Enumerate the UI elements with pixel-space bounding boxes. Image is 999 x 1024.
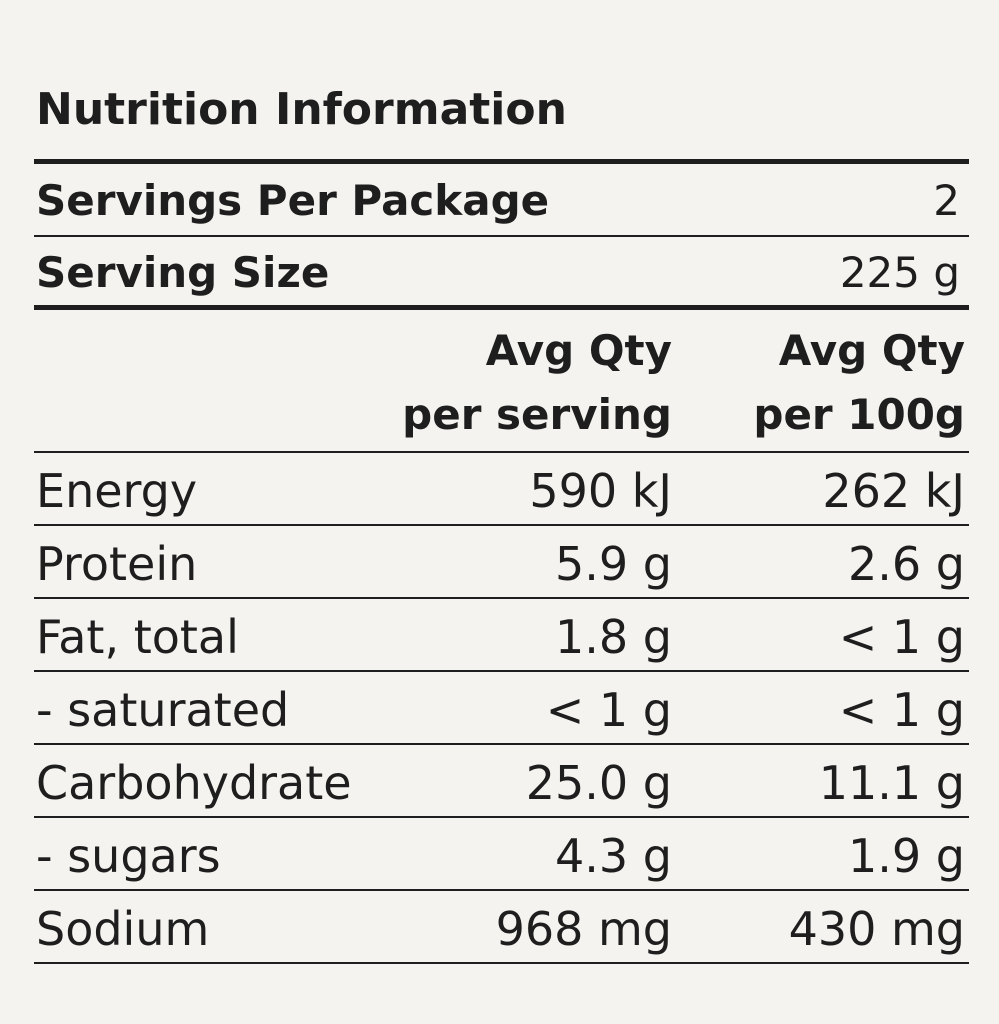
- rule: [34, 451, 969, 453]
- per-100g: 1.9 g: [848, 829, 965, 883]
- summary-value: 225 g: [839, 248, 960, 297]
- nutrient-name: Carbohydrate: [36, 756, 352, 810]
- title: Nutrition Information: [36, 84, 567, 135]
- summary-value: 2: [933, 176, 960, 225]
- column-header: per 100g: [753, 390, 965, 439]
- rule: [34, 962, 969, 964]
- rule: [34, 524, 969, 526]
- rule: [34, 159, 969, 164]
- rule: [34, 305, 969, 310]
- summary-label: Servings Per Package: [36, 176, 550, 225]
- nutrient-name: - sugars: [36, 829, 221, 883]
- per-serving: 1.8 g: [555, 610, 672, 664]
- per-100g: 262 kJ: [822, 464, 965, 518]
- nutrient-name: Fat, total: [36, 610, 239, 664]
- per-serving: 5.9 g: [555, 537, 672, 591]
- column-header: Avg Qty: [778, 326, 965, 375]
- per-100g: 2.6 g: [848, 537, 965, 591]
- per-100g: < 1 g: [838, 683, 965, 737]
- rule: [34, 235, 969, 237]
- rule: [34, 597, 969, 599]
- summary-label: Serving Size: [36, 248, 330, 297]
- per-100g: 11.1 g: [818, 756, 965, 810]
- per-100g: 430 mg: [788, 902, 965, 956]
- per-serving: < 1 g: [545, 683, 672, 737]
- per-serving: 25.0 g: [525, 756, 672, 810]
- rule: [34, 743, 969, 745]
- per-100g: < 1 g: [838, 610, 965, 664]
- per-serving: 590 kJ: [529, 464, 672, 518]
- column-header: Avg Qty: [485, 326, 672, 375]
- column-header: per serving: [402, 390, 672, 439]
- per-serving: 4.3 g: [555, 829, 672, 883]
- nutrient-name: Sodium: [36, 902, 210, 956]
- nutrient-name: - saturated: [36, 683, 290, 737]
- rule: [34, 889, 969, 891]
- per-serving: 968 mg: [495, 902, 672, 956]
- rule: [34, 816, 969, 818]
- rule: [34, 670, 969, 672]
- nutrient-name: Protein: [36, 537, 198, 591]
- nutrient-name: Energy: [36, 464, 198, 518]
